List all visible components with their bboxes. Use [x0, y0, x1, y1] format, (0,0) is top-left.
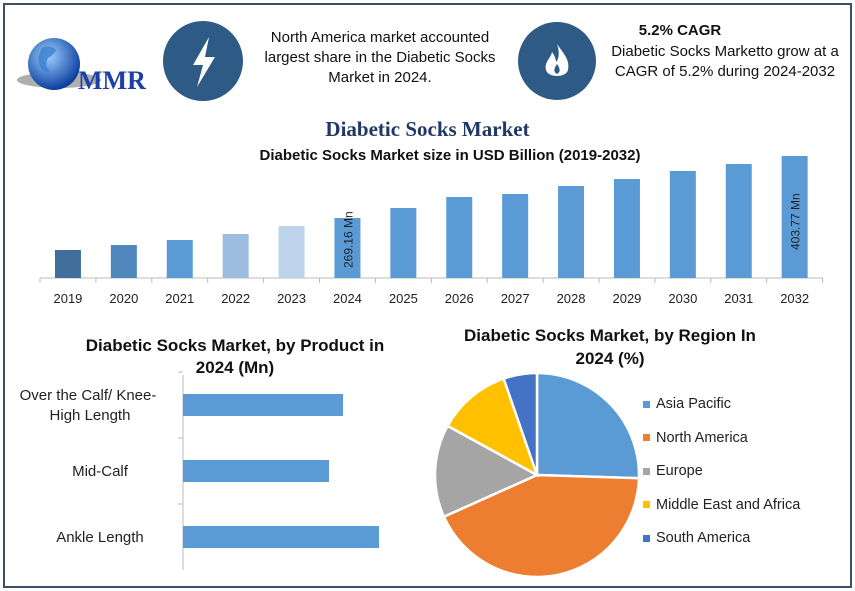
bar-2027 [502, 193, 529, 278]
legend-item: Asia Pacific [643, 396, 731, 412]
product-bar-chart: Over the Calf/ Knee- High Length Mid-Calf A… [20, 371, 379, 570]
bar-2026 [446, 196, 473, 278]
bar-2025 [390, 207, 417, 278]
legend-label: Europe [656, 463, 703, 479]
legend-swatch [643, 467, 650, 475]
pie-slice-asia-pacific [535, 371, 641, 480]
tick-label-2021: 2021 [165, 291, 194, 306]
legend-swatch [643, 501, 650, 508]
legend-swatch [643, 534, 650, 542]
pie-slice-europe [433, 424, 540, 519]
bar-Over the Calf/ Knee-High Length [183, 394, 343, 416]
tick-label-2020: 2020 [109, 291, 138, 306]
tick-label-2029: 2029 [612, 291, 641, 306]
bar-2024 [334, 218, 361, 278]
logo-text: MMR [78, 66, 146, 95]
legend-label: North America [656, 429, 748, 446]
tick-label-2024: 2024 [333, 291, 362, 306]
legend-item: North America [643, 430, 748, 446]
bar-2030 [669, 171, 696, 278]
legend-item: Middle East and Africa [643, 497, 800, 513]
tick-label-2026: 2026 [445, 291, 474, 306]
flame-icon [545, 44, 569, 76]
tick-label-2023: 2023 [277, 291, 306, 306]
lightning-icon-circle [163, 21, 243, 101]
market-size-bar-chart: 2019 2020 2021 2022 2023 2024 269.16 Mn 2025 202… [39, 156, 824, 306]
category-label: Ankle Length [56, 529, 144, 546]
tick-label-2030: 2030 [668, 291, 697, 306]
bar-2019 [54, 249, 81, 278]
bar-Mid-Calf [183, 460, 329, 482]
tick-label-2028: 2028 [557, 291, 586, 306]
info-cagr: Diabetic Socks Marketto grow at a CAGR o… [611, 43, 839, 80]
region-pie-chart [433, 371, 641, 579]
pie-slice-south-america [502, 371, 539, 476]
legend-label: Middle East and Africa [656, 496, 801, 513]
bar-2029 [613, 179, 640, 278]
tick-label-2022: 2022 [221, 291, 250, 306]
bar-2020 [110, 245, 137, 278]
tick-label-2032: 2032 [780, 291, 809, 306]
infographic-frame [3, 3, 852, 588]
tick-label-2025: 2025 [389, 291, 418, 306]
tick-label-2019: 2019 [53, 291, 82, 306]
category-label: High Length [50, 407, 131, 424]
legend-swatch [643, 400, 650, 408]
lightning-icon [193, 37, 215, 87]
category-label: Mid-Calf [72, 463, 129, 480]
data-label-2024: 269.16 Mn [341, 211, 355, 268]
tick-label-2031: 2031 [724, 291, 753, 306]
product-chart-title: Diabetic Socks Market, by Product in 202… [85, 336, 385, 377]
legend-swatch [643, 434, 650, 441]
bar-Ankle Length [183, 526, 379, 548]
bar-chart-title: Diabetic Socks Market size in USD Billio… [259, 147, 641, 164]
bar-2031 [725, 164, 752, 278]
category-label: Over the Calf/ Knee- [20, 387, 157, 404]
legend-item: South America [643, 530, 750, 546]
data-label-2032: 403.77 Mn [789, 193, 803, 250]
legend-label: Asia Pacific [656, 396, 731, 412]
globe-icon [17, 38, 101, 90]
info-north-america: North America market accounted largest s… [264, 29, 496, 86]
bar-2022 [222, 234, 249, 278]
bar-2021 [166, 240, 193, 278]
bar-2023 [278, 225, 305, 278]
cagr-title: 5.2% CAGR [638, 22, 722, 39]
pie-slice-north-america [442, 473, 641, 579]
pie-chart-title-line1: Diabetic Socks Market, by Region In [464, 326, 756, 345]
legend-label: South America [656, 530, 751, 546]
mmr-logo: MMR [14, 36, 154, 98]
flame-icon-circle [518, 22, 596, 100]
bar-2028 [558, 186, 585, 278]
pie-chart-title-line2: 2024 (%) [575, 349, 645, 368]
main-title: Diabetic Socks Market [325, 117, 530, 141]
bar-2032 [781, 156, 808, 278]
tick-label-2027: 2027 [501, 291, 530, 306]
pie-slice-middle-east-and-africa [445, 377, 540, 478]
legend-item: Europe [643, 463, 703, 479]
